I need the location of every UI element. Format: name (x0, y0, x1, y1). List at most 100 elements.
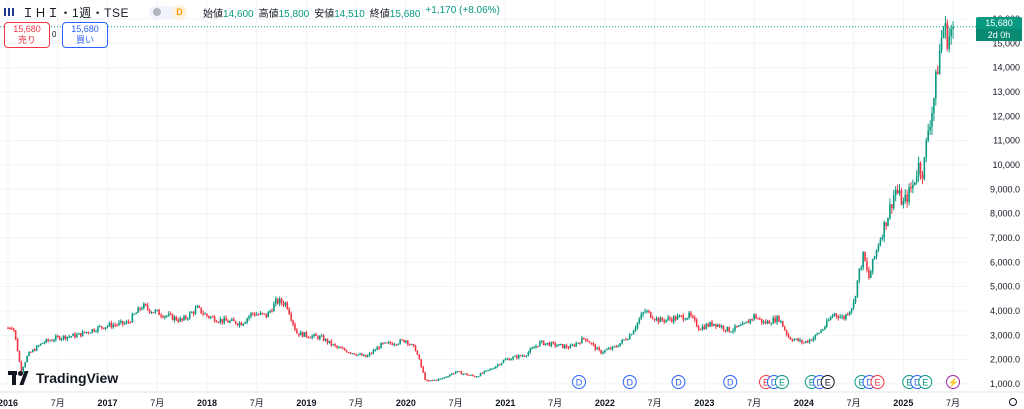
candle-body (762, 321, 765, 323)
delayed-data-badge[interactable]: D (172, 4, 188, 20)
x-tick-label: 7月 (150, 398, 164, 408)
candle-body (766, 320, 769, 324)
candle-body (768, 320, 771, 324)
candle-body (669, 317, 671, 320)
candle-body (297, 333, 300, 336)
candle-body (18, 351, 21, 363)
event-marker-circle (671, 375, 686, 389)
candle-body (219, 319, 222, 323)
y-tick-label: 5,000.0 (990, 282, 1020, 292)
candle-body (523, 355, 526, 357)
candle-body (803, 342, 805, 344)
candle-body (825, 320, 828, 327)
candle-body (611, 346, 614, 350)
candle-body (58, 336, 61, 340)
candle-body (586, 340, 589, 342)
candle-body (649, 311, 652, 318)
event-marker[interactable]: E (774, 375, 789, 389)
candle-body (16, 339, 19, 352)
candle-body (110, 322, 113, 328)
buy-price: 15,680 (71, 24, 99, 34)
candle-body (177, 320, 180, 322)
candle-body (408, 344, 411, 346)
candle-body (833, 313, 836, 316)
candle-body (405, 340, 407, 343)
candle-body (569, 345, 572, 349)
candle-body (380, 342, 382, 349)
candle-body (347, 352, 350, 354)
y-tick-label: 12,000 (992, 111, 1020, 121)
candle-body (613, 346, 616, 348)
event-marker[interactable]: D (723, 375, 738, 389)
candle-body (711, 322, 713, 326)
event-marker-label: D (914, 378, 921, 388)
event-marker[interactable]: D (622, 375, 637, 389)
event-marker[interactable]: D (572, 375, 587, 389)
candle-body (554, 342, 556, 347)
candle-body (938, 50, 941, 75)
candle-body (384, 342, 386, 344)
candle-body (715, 323, 717, 327)
tradingview-logo[interactable]: TradingView (8, 370, 118, 386)
candle-body (801, 339, 803, 343)
symbol-title[interactable]: ＩＨＩ・1週・TSE (22, 5, 130, 20)
status-dot-icon (153, 8, 162, 16)
market-status-toggle[interactable]: D (149, 4, 188, 20)
candle-body (158, 309, 160, 316)
y-tick-label: 14,000 (992, 63, 1020, 73)
candle-body (242, 323, 245, 326)
candle-body (102, 327, 105, 329)
candle-body (653, 319, 656, 321)
candle-body (628, 335, 631, 340)
candle-body (866, 261, 868, 270)
candle-body (343, 348, 346, 351)
x-tick-label: 2022 (595, 398, 615, 408)
close-label: 終値 (369, 8, 390, 20)
sell-button[interactable]: 15,680 売り (4, 22, 50, 48)
candle-body (787, 334, 790, 338)
sell-label: 売り (17, 35, 36, 45)
candle-body (875, 249, 878, 257)
buy-label: 買い (75, 35, 94, 45)
candle-body (106, 325, 109, 328)
candle-body (79, 333, 82, 337)
candle-body (322, 335, 325, 341)
candle-body (225, 317, 227, 321)
event-marker-label: D (817, 378, 824, 388)
candle-body (53, 340, 55, 342)
event-marker[interactable]: E (820, 375, 835, 389)
candle-body (898, 190, 901, 194)
buy-button[interactable]: 15,680 買い (62, 22, 108, 48)
candle-body (393, 344, 396, 346)
high-label: 高値 (258, 8, 279, 20)
candle-body (512, 356, 514, 360)
event-marker-circle (870, 375, 885, 389)
candle-body (759, 318, 761, 320)
event-marker[interactable]: E (918, 375, 933, 389)
candle-body (445, 376, 447, 378)
candle-body (204, 313, 206, 315)
candle-body (361, 353, 363, 356)
y-tick-label: 2,000.0 (990, 355, 1020, 365)
candle-body (751, 319, 753, 321)
candle-body (678, 315, 681, 317)
candle-body (674, 316, 677, 320)
candle-body (60, 338, 63, 340)
symbol-header[interactable]: ＩＨＩ・1週・TSE D 始値14,600 高値15,800 安値14,510 … (4, 4, 500, 20)
candle-body (320, 335, 323, 337)
candle-body (299, 331, 302, 336)
candle-body (403, 339, 405, 343)
settings-icon[interactable] (1009, 398, 1017, 406)
candle-body (558, 344, 560, 346)
candle-body (301, 331, 304, 337)
y-tick-label: 6,000.0 (990, 257, 1020, 267)
event-marker[interactable]: E (870, 375, 885, 389)
event-marker[interactable]: ⚡ (946, 375, 961, 389)
candle-body (686, 317, 688, 320)
candle-body (695, 319, 698, 327)
candle-body (640, 314, 643, 320)
event-marker[interactable]: D (671, 375, 686, 389)
candle-body (464, 373, 467, 375)
candle-body (703, 326, 706, 330)
